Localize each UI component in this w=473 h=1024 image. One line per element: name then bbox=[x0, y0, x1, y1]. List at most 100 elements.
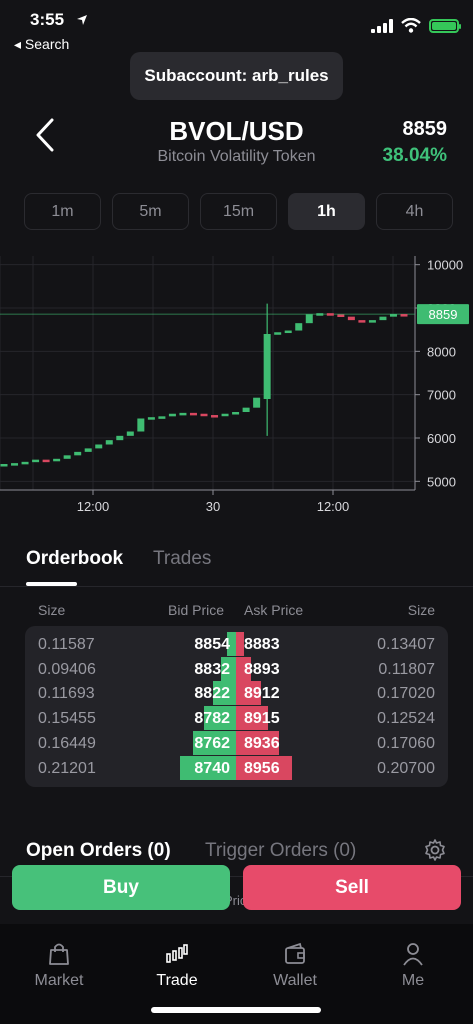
ask-size: 0.17020 bbox=[377, 685, 435, 703]
ask-size: 0.17060 bbox=[377, 734, 435, 752]
bottom-nav: Market Trade Wallet Me bbox=[0, 924, 473, 1024]
timeframe-15m[interactable]: 15m bbox=[200, 193, 277, 230]
candle bbox=[326, 313, 334, 316]
bid-price: 8854 bbox=[194, 636, 230, 653]
ask-price: 8956 bbox=[244, 759, 280, 777]
timeframe-selector: 1m 5m 15m 1h 4h bbox=[24, 193, 453, 230]
ask-depth-bar bbox=[236, 681, 262, 706]
nav-label: Wallet bbox=[273, 972, 317, 989]
orderbook-row[interactable]: 0.11693 8822 8912 0.17020 bbox=[25, 681, 448, 706]
timeframe-1m[interactable]: 1m bbox=[24, 193, 101, 230]
orderbook-row[interactable]: 0.15455 8782 8915 0.12524 bbox=[25, 706, 448, 731]
ask-size: 0.12524 bbox=[377, 710, 435, 728]
candle bbox=[158, 416, 166, 419]
bag-icon bbox=[49, 943, 69, 965]
back-chevron-icon[interactable] bbox=[34, 118, 56, 152]
bid-depth-bar bbox=[220, 656, 236, 681]
divider bbox=[0, 876, 473, 877]
bid-price: 8822 bbox=[194, 685, 230, 703]
divider bbox=[0, 586, 473, 587]
tab-trigger-orders[interactable]: Trigger Orders (0) bbox=[205, 840, 357, 861]
ask-price: 8883 bbox=[244, 636, 280, 653]
header-bid-size: Size bbox=[38, 602, 66, 618]
tab-trades[interactable]: Trades bbox=[153, 548, 212, 569]
orderbook-row[interactable]: 0.09406 8832 8893 0.11807 bbox=[25, 656, 448, 681]
timeframe-1h[interactable]: 1h bbox=[288, 193, 365, 230]
price-chart[interactable]: 100009000800070006000500012:003012:00885… bbox=[0, 250, 473, 520]
bid-price: 8762 bbox=[194, 734, 230, 752]
candle bbox=[84, 448, 92, 452]
header-bid-price: Bid Price bbox=[168, 602, 225, 618]
candle bbox=[316, 313, 324, 316]
signal-icon bbox=[371, 18, 393, 33]
last-price-tag-label: 8859 bbox=[429, 307, 458, 322]
location-arrow-icon bbox=[77, 15, 87, 25]
candle bbox=[179, 412, 187, 416]
ask-depth-bar bbox=[236, 730, 280, 755]
back-to-search-link[interactable]: ◂ Search bbox=[14, 36, 70, 52]
ask-price: 8915 bbox=[244, 710, 280, 728]
candle bbox=[189, 412, 197, 416]
candle bbox=[284, 330, 292, 334]
sell-button[interactable]: Sell bbox=[243, 865, 461, 910]
bid-size: 0.15455 bbox=[38, 710, 96, 728]
timeframe-5m[interactable]: 5m bbox=[112, 193, 189, 230]
candle bbox=[263, 334, 271, 399]
candle bbox=[105, 440, 113, 445]
nav-trade[interactable]: Trade bbox=[132, 942, 222, 990]
ask-depth-bar bbox=[236, 632, 245, 656]
nav-wallet[interactable]: Wallet bbox=[250, 942, 340, 990]
candle bbox=[211, 415, 219, 418]
candle bbox=[295, 323, 303, 331]
orderbook-table: 0.11587 8854 8883 0.13407 0.09406 8832 8893 0.1… bbox=[25, 626, 448, 787]
candle bbox=[42, 459, 50, 463]
candle bbox=[358, 320, 366, 323]
pair-subtitle: Bitcoin Volatility Token bbox=[157, 148, 316, 165]
candle bbox=[337, 314, 345, 317]
status-icons bbox=[371, 18, 461, 33]
x-tick-label: 12:00 bbox=[317, 499, 350, 514]
candle bbox=[274, 332, 282, 335]
timeframe-4h[interactable]: 4h bbox=[376, 193, 453, 230]
subaccount-pill[interactable]: Subaccount: arb_rules bbox=[130, 52, 343, 100]
y-tick-label: 5000 bbox=[427, 474, 456, 489]
header-ask-price: Ask Price bbox=[244, 602, 304, 618]
candle bbox=[379, 316, 387, 321]
bid-size: 0.21201 bbox=[38, 759, 96, 777]
bid-size: 0.11693 bbox=[38, 685, 95, 703]
bid-depth-bar bbox=[193, 730, 236, 755]
nav-label: Me bbox=[401, 972, 425, 989]
buy-button[interactable]: Buy bbox=[12, 865, 230, 910]
candle bbox=[137, 418, 145, 432]
tab-orderbook[interactable]: Orderbook bbox=[26, 548, 124, 569]
candle bbox=[147, 417, 155, 420]
last-price: 8859 bbox=[402, 118, 448, 140]
tab-open-orders[interactable]: Open Orders (0) bbox=[26, 840, 171, 861]
bid-size: 0.09406 bbox=[38, 660, 96, 678]
nav-me[interactable]: Me bbox=[368, 942, 458, 990]
orderbook-row[interactable]: 0.21201 8740 8956 0.20700 bbox=[25, 755, 448, 780]
orderbook-row[interactable]: 0.11587 8854 8883 0.13407 bbox=[25, 632, 448, 656]
bid-price: 8832 bbox=[194, 660, 230, 678]
nav-market[interactable]: Market bbox=[14, 942, 104, 990]
wifi-icon bbox=[401, 18, 421, 33]
battery-icon bbox=[429, 18, 461, 33]
orderbook-row[interactable]: 0.16449 8762 8936 0.17060 bbox=[25, 730, 448, 755]
candle bbox=[11, 463, 19, 466]
ask-size: 0.13407 bbox=[377, 636, 435, 653]
candle bbox=[347, 316, 355, 321]
status-time: 3:55 bbox=[30, 10, 65, 29]
candle bbox=[305, 314, 313, 324]
nav-label: Trade bbox=[156, 972, 198, 989]
candle bbox=[389, 314, 397, 317]
candle bbox=[0, 464, 8, 467]
person-icon bbox=[403, 943, 423, 966]
bid-depth-bar bbox=[212, 681, 236, 706]
gear-icon[interactable] bbox=[423, 838, 447, 862]
bid-depth-bar bbox=[180, 755, 236, 780]
candle bbox=[232, 412, 240, 415]
nav-label: Market bbox=[34, 972, 84, 989]
ask-size: 0.11807 bbox=[378, 660, 435, 678]
candle bbox=[400, 314, 408, 317]
candle bbox=[74, 451, 82, 456]
